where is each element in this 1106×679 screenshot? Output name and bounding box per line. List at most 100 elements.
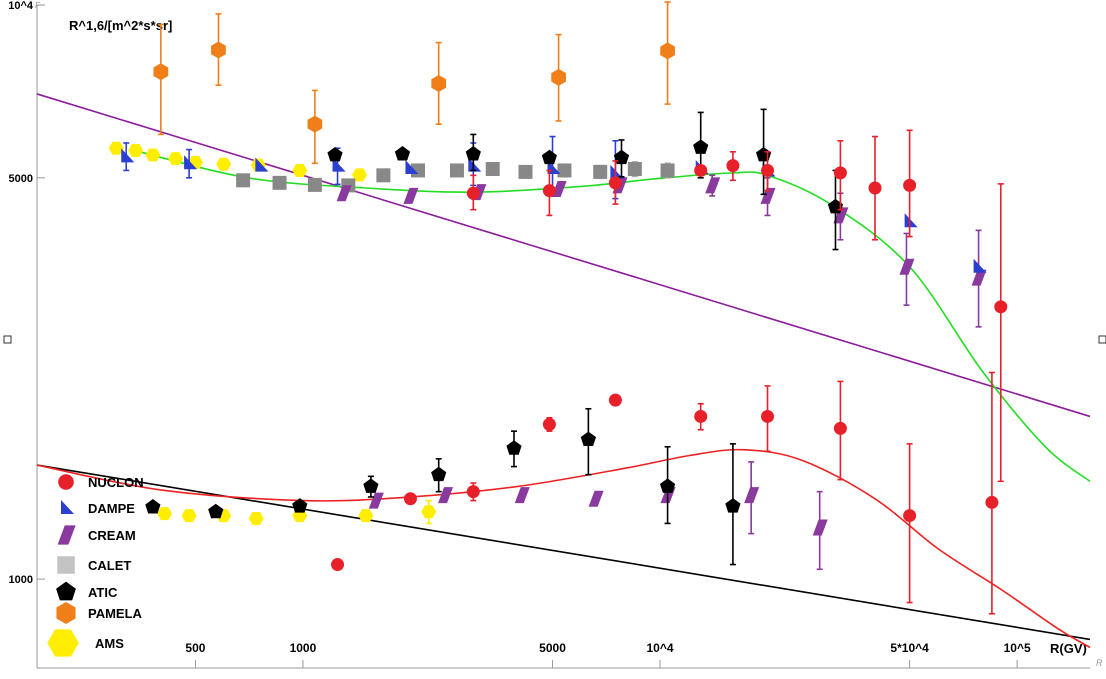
cream-point (760, 187, 776, 204)
atic-point (465, 146, 481, 161)
legend-item-cream: CREAM (57, 525, 136, 545)
nuclon-point (903, 178, 917, 192)
calet-point (660, 163, 675, 178)
pamela-point (551, 68, 566, 86)
atic-point (292, 498, 308, 513)
x-axis-corner-label: R (1096, 658, 1103, 668)
dampe-point (184, 155, 198, 170)
dampe-point (255, 157, 269, 172)
calet-point (236, 173, 251, 188)
nuclon-point (726, 159, 740, 173)
legend-label: AMS (95, 636, 124, 651)
right-edge-handle (1098, 335, 1106, 344)
atic-point (394, 146, 411, 161)
calet-point (307, 177, 322, 192)
atic-point (725, 498, 741, 513)
calet-point (376, 168, 391, 183)
cream-point (744, 487, 760, 504)
tick-labels: 500 1000 5000 10^4 5*10^4 10^5 10^4 5000 1000 (8, 0, 1031, 668)
pamela-point (153, 63, 169, 81)
nuclon-point (694, 409, 708, 423)
dampe-point (610, 164, 624, 179)
calet-point (518, 164, 533, 179)
nuclon-point (761, 163, 775, 177)
ams-point (216, 157, 232, 171)
x-tick-label: 5000 (539, 641, 566, 655)
nuclon-series (331, 129, 1008, 615)
nuclon-point (542, 417, 556, 431)
y-tick-label: 5000 (9, 173, 33, 185)
legend-item-ams: AMS (47, 629, 124, 657)
nuclon-point (833, 421, 847, 435)
data-points (108, 1, 1008, 615)
pamela-series (153, 1, 675, 165)
cream-point (336, 185, 352, 202)
cream-point (899, 258, 915, 275)
legend-item-atic: ATIC (56, 581, 118, 601)
legend-marker-nuclon (58, 474, 74, 490)
legend-marker-ams (47, 629, 79, 657)
dampe-point (468, 157, 482, 172)
ams-point (181, 509, 197, 523)
legend-label: PAMELA (88, 606, 143, 621)
ams-point (248, 512, 264, 526)
atic-point (431, 466, 447, 482)
dampe-point (405, 160, 419, 175)
legend-marker-dampe (61, 500, 74, 514)
x-axis-title: R(GV) (1050, 641, 1087, 656)
calet-point (272, 175, 287, 190)
legend-item-calet: CALET (57, 556, 131, 574)
calet-point (449, 163, 464, 178)
legend-label: CREAM (88, 528, 136, 543)
cream-point (971, 269, 987, 286)
calet-point (593, 164, 608, 179)
axes: F R R^1,6/[m^2*s*sr] R(GV) (3, 1, 1106, 669)
model-lines (36, 93, 1091, 649)
nuclon-point (466, 485, 480, 499)
ams-point (108, 141, 124, 155)
x-tick-label: 10^4 (647, 641, 674, 655)
nuclon-point (903, 509, 917, 523)
calet-point (557, 163, 572, 178)
atic-point (363, 478, 379, 493)
pamela-point (431, 74, 447, 92)
ams-point (421, 505, 437, 519)
cream-point (833, 207, 849, 224)
atic-point (327, 146, 343, 162)
y-axis-title: R^1,6/[m^2*s*sr] (69, 18, 172, 33)
ams-point (351, 168, 367, 182)
y-tick-label: 10^4 (8, 0, 34, 12)
cream-point (438, 487, 454, 504)
cream-point (368, 492, 384, 509)
atic-point (580, 431, 596, 447)
dampe-point (121, 148, 135, 163)
legend-marker-pamela (56, 601, 76, 625)
legend-label: DAMPE (88, 501, 135, 516)
atic-point (693, 139, 709, 154)
ams-point (358, 509, 374, 523)
legend-item-pamela: PAMELA (56, 601, 143, 625)
legend-label: ATIC (88, 585, 118, 600)
x-tick-label: 500 (185, 641, 205, 655)
atic-point (755, 146, 772, 162)
ams-series (108, 141, 437, 526)
nuclon-point (694, 163, 708, 177)
cream-point (705, 177, 721, 194)
calet-series (236, 161, 675, 193)
atic-point (506, 440, 522, 455)
pamela-point (211, 41, 226, 59)
nuclon-point (868, 181, 882, 195)
ams-point (128, 143, 144, 157)
nuclon-point (542, 184, 556, 198)
y-tick-label: 1000 (9, 574, 33, 586)
nuclon-point (608, 393, 622, 407)
legend-marker-cream (57, 525, 76, 545)
nuclon-point (761, 409, 775, 423)
dampe-point (973, 258, 987, 273)
legend-item-nuclon: NUCLON (58, 474, 144, 490)
nuclon-point (608, 176, 622, 190)
atic-point (208, 503, 224, 519)
nuclon-point (331, 558, 345, 572)
x-tick-label: 10^5 (1004, 641, 1031, 655)
nuclon-point (985, 495, 999, 509)
